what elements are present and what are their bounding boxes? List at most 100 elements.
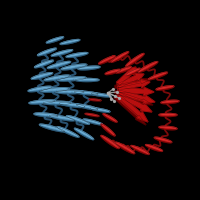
Polygon shape [154,137,172,143]
Polygon shape [78,66,100,70]
Polygon shape [115,142,135,154]
Polygon shape [31,73,53,79]
Polygon shape [156,86,174,90]
Polygon shape [74,91,98,95]
Polygon shape [74,128,94,140]
Polygon shape [149,72,167,80]
Polygon shape [28,86,52,92]
Polygon shape [101,136,119,148]
Polygon shape [44,75,70,80]
Polygon shape [85,113,99,117]
Polygon shape [138,62,158,72]
Polygon shape [115,79,151,88]
Polygon shape [115,142,135,154]
Polygon shape [66,53,88,57]
Polygon shape [49,115,75,121]
Polygon shape [101,136,119,148]
Polygon shape [131,146,149,154]
Polygon shape [118,87,154,95]
Polygon shape [58,77,86,80]
Polygon shape [38,48,56,56]
Polygon shape [149,72,167,79]
Polygon shape [46,37,64,43]
Polygon shape [116,67,132,73]
Polygon shape [159,113,177,117]
Polygon shape [126,68,140,76]
Polygon shape [75,78,99,82]
Polygon shape [126,54,144,66]
Polygon shape [75,78,99,82]
Polygon shape [59,103,85,107]
Polygon shape [83,119,103,125]
Polygon shape [161,100,179,104]
Polygon shape [28,86,52,92]
Polygon shape [90,108,110,112]
Polygon shape [116,67,136,86]
Polygon shape [114,96,146,125]
Polygon shape [111,52,129,62]
Polygon shape [35,60,53,68]
Polygon shape [146,145,162,151]
Polygon shape [57,127,79,137]
Polygon shape [76,104,98,110]
Polygon shape [159,113,177,117]
Polygon shape [44,75,70,81]
Polygon shape [57,127,79,137]
Polygon shape [51,50,73,56]
Polygon shape [115,91,153,105]
Polygon shape [59,103,85,107]
Polygon shape [76,104,98,109]
Polygon shape [83,119,103,125]
Polygon shape [99,56,115,64]
Polygon shape [146,145,162,151]
Polygon shape [117,92,152,112]
Polygon shape [83,119,103,125]
Polygon shape [60,40,80,44]
Polygon shape [51,50,73,56]
Polygon shape [61,64,87,70]
Polygon shape [35,60,53,67]
Polygon shape [59,103,85,107]
Polygon shape [78,66,100,69]
Polygon shape [126,54,144,66]
Polygon shape [39,124,65,132]
Polygon shape [89,99,101,101]
Polygon shape [43,101,71,105]
Polygon shape [85,113,99,117]
Polygon shape [67,116,89,124]
Polygon shape [78,66,100,70]
Polygon shape [51,50,73,56]
Polygon shape [138,62,158,72]
Polygon shape [117,90,155,103]
Polygon shape [39,124,65,132]
Polygon shape [35,60,53,68]
Polygon shape [101,136,119,148]
Polygon shape [161,100,179,104]
Polygon shape [61,64,87,70]
Polygon shape [38,48,56,55]
Polygon shape [66,53,88,57]
Polygon shape [131,146,149,154]
Polygon shape [156,86,174,90]
Polygon shape [101,124,115,136]
Polygon shape [56,90,84,92]
Polygon shape [156,86,174,90]
Polygon shape [41,88,69,91]
Polygon shape [159,113,177,115]
Polygon shape [31,73,53,79]
Polygon shape [43,101,71,103]
Polygon shape [116,67,132,73]
Polygon shape [57,127,79,137]
Polygon shape [60,40,80,44]
Polygon shape [118,80,150,90]
Polygon shape [90,108,110,112]
Polygon shape [58,77,86,81]
Polygon shape [101,124,115,136]
Polygon shape [105,69,121,75]
Polygon shape [111,52,129,62]
Polygon shape [34,113,58,116]
Polygon shape [99,56,115,64]
Polygon shape [117,94,148,122]
Polygon shape [56,90,84,94]
Polygon shape [58,77,86,81]
